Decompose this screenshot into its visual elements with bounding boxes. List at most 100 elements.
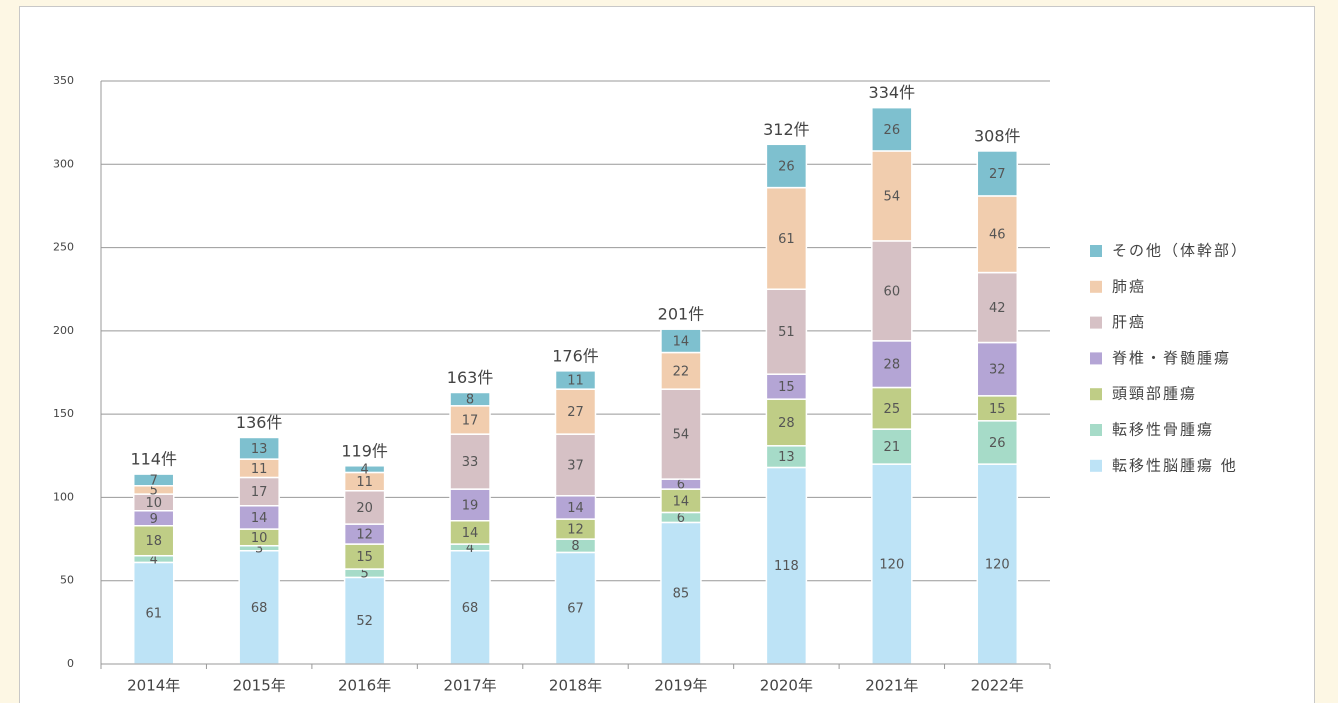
legend-label: 転移性骨腫瘍 [1112, 421, 1214, 439]
bar-segment [343, 490, 386, 525]
x-tick-label: 2018年 [549, 677, 602, 695]
segment-label: 67 [567, 602, 584, 617]
legend-label: 頭頸部腫瘍 [1112, 385, 1197, 403]
segment-label: 4 [150, 553, 158, 568]
segment-label: 25 [884, 402, 901, 417]
segment-label: 10 [251, 531, 268, 546]
total-label: 201件 [658, 305, 705, 324]
legend-label: 肝癌 [1112, 313, 1146, 331]
segment-label: 3 [255, 542, 263, 557]
legend-label: 脊椎・脊髄腫瘍 [1112, 349, 1231, 367]
segment-label: 85 [673, 587, 690, 602]
x-tick-label: 2021年 [865, 677, 918, 695]
legend-label: 転移性脳腫瘍 他 [1112, 456, 1238, 474]
x-tick-label: 2015年 [233, 677, 286, 695]
total-label: 136件 [236, 413, 283, 432]
segment-label: 26 [778, 159, 795, 174]
total-label: 163件 [447, 368, 494, 387]
total-label: 334件 [869, 83, 916, 102]
segment-label: 15 [778, 380, 795, 395]
segment-label: 33 [462, 455, 479, 470]
total-label: 308件 [974, 126, 1021, 145]
legend-label: 肺癌 [1112, 277, 1146, 295]
bar-segment [871, 150, 913, 242]
bar-segment [976, 341, 1019, 397]
segment-label: 61 [145, 607, 162, 622]
segment-label: 10 [145, 496, 162, 511]
bar-segment [449, 391, 491, 407]
segment-label: 26 [884, 123, 901, 138]
x-tick-label: 2017年 [443, 677, 496, 695]
bar-segment [449, 433, 491, 490]
x-tick-label: 2019年 [654, 677, 707, 695]
segment-label: 118 [774, 559, 799, 574]
legend-swatch [1090, 388, 1102, 401]
bar-segment [238, 436, 280, 460]
legend-swatch [1090, 316, 1102, 329]
bar-segment [976, 420, 1019, 465]
segment-label: 27 [567, 405, 584, 420]
bar-segment [554, 551, 597, 665]
segment-label: 15 [989, 402, 1006, 417]
segment-label: 61 [778, 232, 795, 247]
y-tick-label: 100 [53, 490, 74, 503]
bar-segment [238, 476, 280, 507]
segment-label: 51 [778, 325, 795, 340]
segment-label: 120 [985, 558, 1010, 573]
bar-segment [343, 543, 386, 570]
segment-label: 6 [677, 511, 685, 526]
segment-label: 19 [462, 498, 479, 513]
x-tick-label: 2016年 [338, 677, 391, 695]
segment-label: 26 [989, 436, 1006, 451]
segment-label: 12 [356, 528, 373, 543]
bar-segment [449, 549, 491, 665]
bar-segment [976, 150, 1019, 197]
total-label: 114件 [130, 450, 177, 469]
segment-label: 12 [567, 523, 584, 538]
segment-label: 11 [567, 373, 584, 388]
segment-label: 8 [571, 539, 579, 554]
segment-label: 17 [462, 413, 479, 428]
segment-label: 7 [150, 473, 158, 488]
segment-label: 14 [251, 511, 268, 526]
segment-label: 4 [466, 541, 474, 556]
legend-swatch [1090, 245, 1102, 257]
bar-segment [765, 143, 808, 189]
bar-segment [765, 398, 808, 447]
y-tick-label: 0 [67, 657, 74, 670]
segment-label: 14 [673, 494, 690, 509]
segment-label: 27 [989, 167, 1006, 182]
y-tick-label: 50 [60, 574, 74, 587]
legend-swatch [1090, 459, 1102, 472]
bar-segment [132, 473, 175, 487]
bar-segment [554, 370, 597, 390]
segment-label: 14 [567, 501, 584, 516]
segment-label: 4 [360, 463, 368, 478]
bar-segment [660, 351, 702, 390]
y-tick-label: 200 [53, 324, 74, 337]
x-tick-label: 2020年 [760, 677, 813, 695]
x-tick-label: 2022年 [971, 677, 1024, 695]
segment-label: 54 [884, 189, 901, 204]
segment-label: 13 [251, 442, 268, 457]
segment-label: 21 [884, 440, 901, 455]
segment-label: 32 [989, 363, 1006, 378]
segment-label: 46 [989, 228, 1006, 243]
segment-label: 18 [145, 534, 162, 549]
bar-segment [976, 195, 1019, 274]
segment-label: 68 [251, 601, 268, 616]
segment-label: 60 [884, 284, 901, 299]
bar-segment [871, 340, 913, 389]
segment-label: 5 [150, 483, 158, 498]
segment-label: 13 [778, 450, 795, 465]
bar-segment [765, 466, 808, 665]
segment-label: 9 [150, 512, 158, 527]
segment-label: 37 [567, 458, 584, 473]
total-label: 176件 [552, 346, 599, 365]
segment-label: 5 [360, 567, 368, 582]
bar-segment [976, 463, 1019, 665]
segment-label: 8 [466, 393, 474, 408]
segment-label: 28 [778, 416, 795, 431]
bar-segment [449, 405, 491, 435]
